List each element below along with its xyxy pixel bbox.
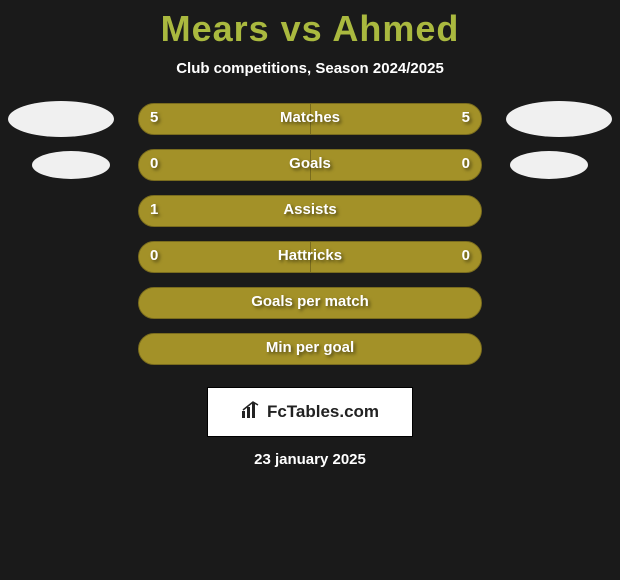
player-photo-left	[8, 101, 114, 137]
stat-bar-left	[139, 288, 481, 318]
stat-bar	[138, 103, 482, 135]
stat-bar-left	[139, 334, 481, 364]
brand-label: FcTables.com	[241, 401, 379, 424]
stat-bar	[138, 241, 482, 273]
stat-row: Hattricks00	[0, 241, 620, 287]
stat-value-left: 1	[150, 201, 158, 218]
brand-box[interactable]: FcTables.com	[207, 387, 413, 437]
stat-bar-left	[139, 150, 310, 180]
page-subtitle: Club competitions, Season 2024/2025	[0, 60, 620, 77]
chart-icon	[241, 401, 263, 424]
stat-bar-left	[139, 104, 310, 134]
stat-bar-right	[310, 104, 481, 134]
player-photo-right	[506, 101, 612, 137]
stat-row: Min per goal	[0, 333, 620, 379]
stat-value-right: 0	[462, 155, 470, 172]
player-photo-right	[510, 151, 588, 179]
stat-bar	[138, 333, 482, 365]
stat-row: Goals00	[0, 149, 620, 195]
brand-text: FcTables.com	[267, 402, 379, 422]
stat-value-left: 0	[150, 247, 158, 264]
stat-bar-right	[310, 242, 481, 272]
stats-content: Matches55Goals00Assists1Hattricks00Goals…	[0, 103, 620, 379]
stat-value-left: 0	[150, 155, 158, 172]
stat-value-left: 5	[150, 109, 158, 126]
stat-bar-right	[310, 150, 481, 180]
stat-row: Assists1	[0, 195, 620, 241]
footer-date: 23 january 2025	[0, 451, 620, 468]
stat-bar-left	[139, 242, 310, 272]
stat-row: Goals per match	[0, 287, 620, 333]
stat-bar	[138, 149, 482, 181]
page-title: Mears vs Ahmed	[0, 0, 620, 50]
stat-bar	[138, 195, 482, 227]
stat-value-right: 0	[462, 247, 470, 264]
stat-value-right: 5	[462, 109, 470, 126]
stat-bar	[138, 287, 482, 319]
player-photo-left	[32, 151, 110, 179]
stat-row: Matches55	[0, 103, 620, 149]
stat-bar-left	[139, 196, 481, 226]
